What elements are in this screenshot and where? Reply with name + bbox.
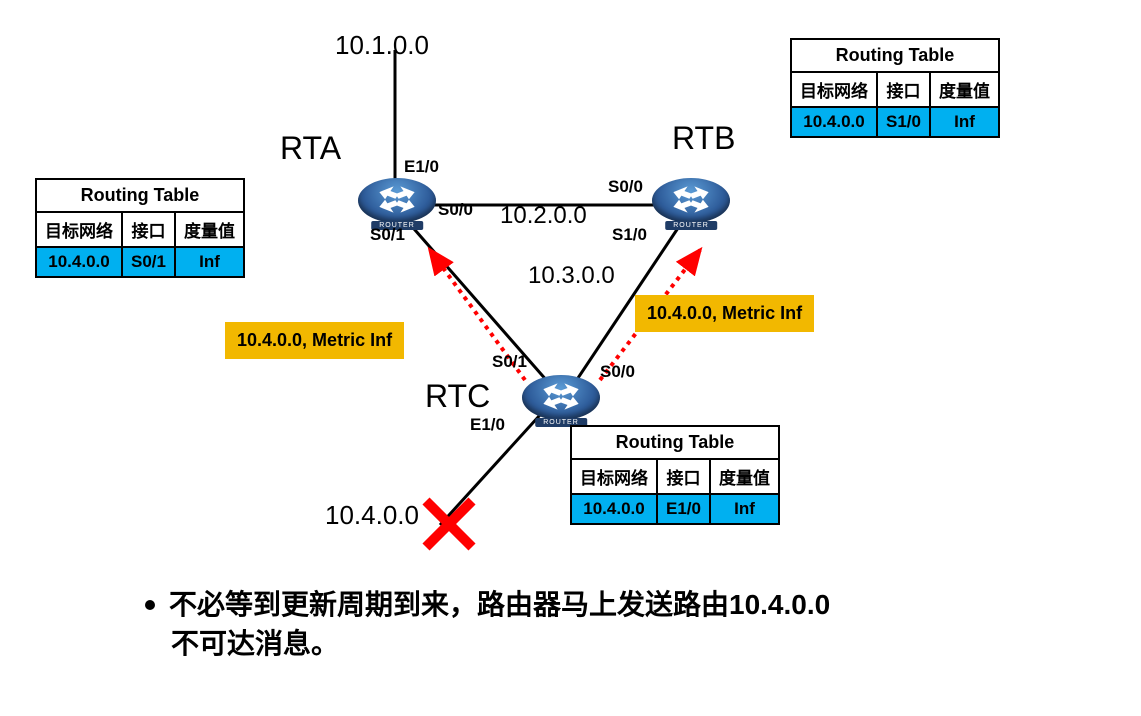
rtb-c0: 10.4.0.0 bbox=[791, 107, 877, 137]
rta-name: RTA bbox=[280, 130, 341, 167]
table-row: 10.4.0.0 S1/0 Inf bbox=[791, 107, 999, 137]
rta-h1: 接口 bbox=[122, 212, 175, 247]
rtc-h2: 度量值 bbox=[710, 459, 779, 494]
rta-c0: 10.4.0.0 bbox=[36, 247, 122, 277]
routing-table-rtc: Routing Table 目标网络 接口 度量值 10.4.0.0 E1/0 … bbox=[570, 425, 780, 525]
routing-table-rtb: Routing Table 目标网络 接口 度量值 10.4.0.0 S1/0 … bbox=[790, 38, 1000, 138]
rtb-h0: 目标网络 bbox=[791, 72, 877, 107]
rtc-h0: 目标网络 bbox=[571, 459, 657, 494]
table-row: 10.4.0.0 E1/0 Inf bbox=[571, 494, 779, 524]
rtb-h1: 接口 bbox=[877, 72, 930, 107]
rtb-table-title: Routing Table bbox=[791, 39, 999, 72]
rtc-name: RTC bbox=[425, 378, 490, 415]
rtc-port-s01: S0/1 bbox=[492, 352, 527, 372]
bullet-line1: 不必等到更新周期到来，路由器马上发送路由10.4.0.0 bbox=[169, 589, 830, 620]
rtc-c0: 10.4.0.0 bbox=[571, 494, 657, 524]
bullet-line2: 不可达消息。 bbox=[171, 624, 339, 663]
rtc-h1: 接口 bbox=[657, 459, 710, 494]
bullet-note: 不必等到更新周期到来，路由器马上发送路由10.4.0.0 不可达消息。 bbox=[145, 585, 1045, 663]
table-row: 10.4.0.0 S0/1 Inf bbox=[36, 247, 244, 277]
router-rta: ROUTER bbox=[358, 178, 436, 230]
rtc-c1: E1/0 bbox=[657, 494, 710, 524]
rtc-table-title: Routing Table bbox=[571, 426, 779, 459]
rtb-c1: S1/0 bbox=[877, 107, 930, 137]
rta-c2: Inf bbox=[175, 247, 244, 277]
rtb-h2: 度量值 bbox=[930, 72, 999, 107]
net-label-1: 10.1.0.0 bbox=[335, 30, 429, 61]
rta-port-s00: S0/0 bbox=[438, 200, 473, 220]
rta-port-e10: E1/0 bbox=[404, 157, 439, 177]
rtb-c2: Inf bbox=[930, 107, 999, 137]
net-label-4: 10.4.0.0 bbox=[325, 500, 419, 531]
router-rtc: ROUTER bbox=[522, 375, 600, 427]
metric-msg-right: 10.4.0.0, Metric Inf bbox=[635, 295, 814, 332]
rta-port-s01: S0/1 bbox=[370, 225, 405, 245]
bullet-dot-icon bbox=[145, 600, 155, 610]
metric-msg-left: 10.4.0.0, Metric Inf bbox=[225, 322, 404, 359]
rtc-c2: Inf bbox=[710, 494, 779, 524]
rta-h0: 目标网络 bbox=[36, 212, 122, 247]
rta-c1: S0/1 bbox=[122, 247, 175, 277]
router-caption: ROUTER bbox=[665, 221, 717, 230]
rtb-port-s10: S1/0 bbox=[612, 225, 647, 245]
router-rtb: ROUTER bbox=[652, 178, 730, 230]
rtb-port-s00: S0/0 bbox=[608, 177, 643, 197]
rta-h2: 度量值 bbox=[175, 212, 244, 247]
routing-table-rta: Routing Table 目标网络 接口 度量值 10.4.0.0 S0/1 … bbox=[35, 178, 245, 278]
rtb-name: RTB bbox=[672, 120, 735, 157]
rta-table-title: Routing Table bbox=[36, 179, 244, 212]
rtc-port-e10: E1/0 bbox=[470, 415, 505, 435]
net-label-3: 10.3.0.0 bbox=[528, 262, 615, 290]
net-label-2: 10.2.0.0 bbox=[500, 202, 587, 230]
failure-cross-icon bbox=[420, 495, 478, 553]
rtc-port-s00: S0/0 bbox=[600, 362, 635, 382]
